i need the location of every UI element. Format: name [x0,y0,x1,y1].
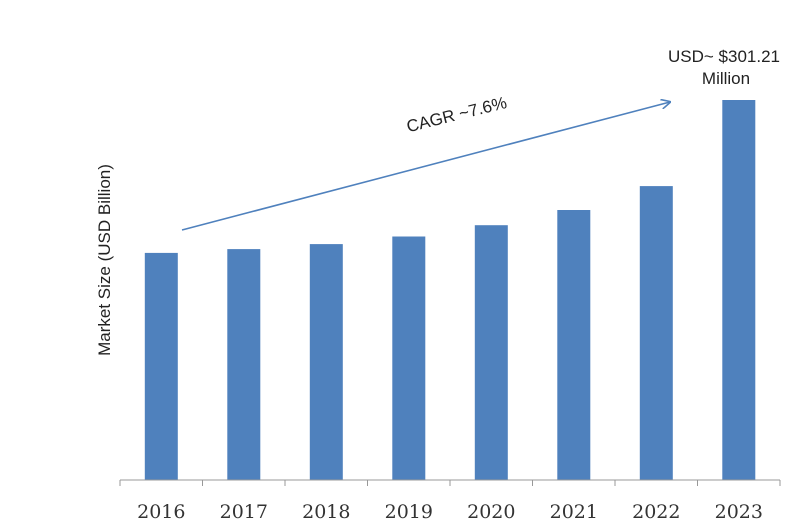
bar-2016 [144,252,178,480]
x-tick-label-2019: 2019 [385,501,433,523]
x-axis-ticks [119,480,781,486]
y-axis-label: Market Size (USD Billion) [95,164,114,356]
x-tick-label-2016: 2016 [137,501,185,523]
cagr-label: CAGR ~7.6% [405,93,509,136]
x-tick-label-2020: 2020 [467,501,515,523]
bars-group [144,100,756,480]
x-axis-tick-labels: 2016 2017 2018 2019 2020 2021 2022 2023 [137,501,763,523]
x-tick-label-2023: 2023 [715,501,763,523]
bar-2020 [474,225,508,480]
bar-2022 [639,186,673,480]
bar-2017 [227,249,261,480]
bar-2018 [309,244,343,480]
x-tick-label-2018: 2018 [302,501,350,523]
bar-2023 [722,100,756,480]
final-value-label-line2: Million [702,69,750,88]
bar-2021 [557,210,591,480]
x-tick-label-2022: 2022 [632,501,680,523]
final-value-label-line1: USD~ $301.21 [668,47,780,66]
bar-2019 [392,236,426,480]
x-tick-label-2021: 2021 [550,501,598,523]
x-tick-label-2017: 2017 [220,501,268,523]
cagr-arrow [181,102,670,231]
